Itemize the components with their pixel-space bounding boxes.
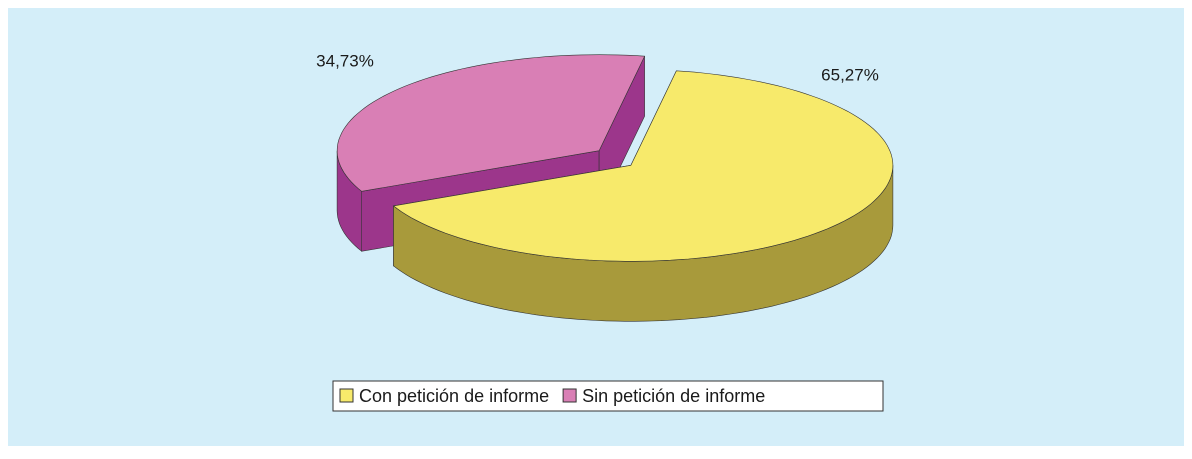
legend-box: [332, 380, 884, 412]
legend-swatch: [562, 388, 577, 403]
legend-label: Con petición de informe: [359, 386, 549, 406]
legend-label: Sin petición de informe: [582, 386, 765, 406]
slice: [336, 54, 646, 192]
slice: [392, 70, 894, 262]
data-label: 34,73%: [316, 51, 374, 70]
data-label: 65,27%: [821, 65, 879, 84]
pie-slice: [392, 70, 894, 322]
legend: Con petición de informe Sin petición de i…: [332, 380, 884, 412]
legend-swatch: [339, 388, 354, 403]
